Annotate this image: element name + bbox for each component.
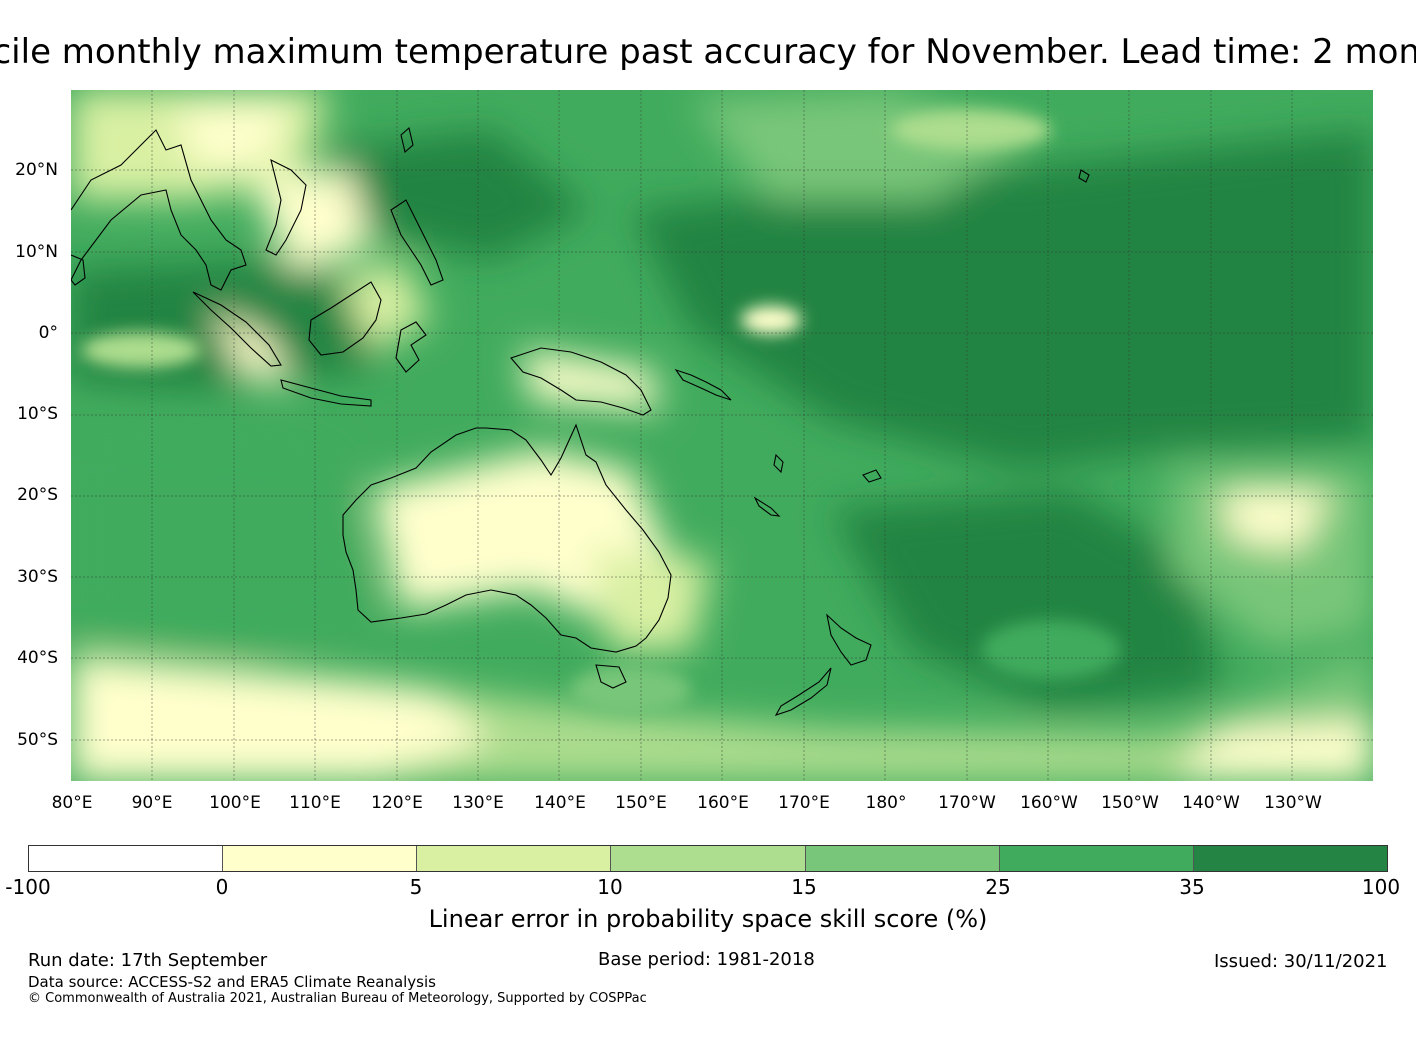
lon-label-110e: 110°E: [289, 793, 341, 813]
lon-label-130e: 130°E: [452, 793, 504, 813]
lon-label-130w: 130°W: [1264, 793, 1322, 813]
base-period: Base period: 1981-2018: [598, 949, 815, 970]
skill-details: [81, 110, 1121, 715]
colorbar-segment: [223, 846, 418, 871]
colorbar-tick: -100: [5, 875, 51, 899]
indochina-coastline: [265, 158, 307, 256]
colorbar-segment: [1193, 846, 1387, 871]
colorbar-tick: 15: [791, 875, 817, 899]
colorbar-tick: 0: [215, 875, 229, 899]
lat-label-20n: 20°N: [15, 160, 58, 180]
colorbar-segment: [805, 846, 1000, 871]
lat-label-10n: 10°N: [15, 242, 58, 262]
colorbar-tick: 25: [985, 875, 1011, 899]
lat-label-50s: 50°S: [17, 730, 58, 750]
lon-label-150e: 150°E: [615, 793, 667, 813]
sumatra-coastline: [192, 291, 282, 367]
lat-label-30s: 30°S: [17, 567, 58, 587]
coastlines: [71, 126, 1090, 716]
skill-score-map: [71, 90, 1373, 781]
lon-label-100e: 100°E: [209, 793, 261, 813]
graticule: [71, 90, 1373, 781]
colorbar-tick: 100: [1361, 875, 1401, 899]
fiji-coastline: [862, 469, 882, 483]
colorbar-segment: [29, 846, 224, 871]
colorbar-legend: [28, 845, 1388, 872]
sulawesi-coastline: [395, 321, 427, 373]
colorbar-tick: 5: [409, 875, 423, 899]
lat-label-20s: 20°S: [17, 485, 58, 505]
solomon-islands-coastline: [674, 368, 732, 401]
mainland-asia-coastline: [71, 129, 247, 291]
lon-label-170w: 170°W: [938, 793, 996, 813]
australia-coastline: [342, 423, 672, 653]
lon-label-90e: 90°E: [131, 793, 173, 813]
lon-label-120e: 120°E: [371, 793, 423, 813]
lon-label-180: 180°: [865, 793, 907, 813]
new-zealand-north-coastline: [826, 613, 872, 666]
lon-label-160e: 160°E: [697, 793, 749, 813]
colorbar-segment: [999, 846, 1194, 871]
java-coastline: [280, 379, 372, 407]
run-date: Run date: 17th September: [28, 950, 268, 971]
lon-label-140e: 140°E: [534, 793, 586, 813]
colorbar-tick: 10: [597, 875, 623, 899]
lon-label-150w: 150°W: [1101, 793, 1159, 813]
lon-label-140w: 140°W: [1182, 793, 1240, 813]
data-source: Data source: ACCESS-S2 and ERA5 Climate …: [28, 973, 436, 991]
colorbar-segment: [611, 846, 806, 871]
colorbar-segment: [417, 846, 612, 871]
new-zealand-south-coastline: [774, 667, 832, 716]
colorbar-label: Linear error in probability space skill …: [428, 905, 988, 933]
issued-date: Issued: 30/11/2021: [1214, 951, 1388, 972]
taiwan-coastline: [400, 126, 414, 154]
colorbar-tick: 35: [1179, 875, 1205, 899]
tasmania-coastline: [595, 664, 627, 689]
lat-label-10s: 10°S: [17, 404, 58, 424]
lon-label-160w: 160°W: [1020, 793, 1078, 813]
hawaii-coastline: [1078, 169, 1090, 183]
philippines-coastline: [390, 199, 444, 286]
lat-label-40s: 40°S: [17, 648, 58, 668]
new-caledonia-coastline: [753, 496, 781, 517]
new-guinea-coastline: [510, 347, 652, 416]
borneo-coastline: [308, 281, 382, 356]
lon-label-170e: 170°E: [778, 793, 830, 813]
sri-lanka-coastline: [71, 254, 86, 286]
vanuatu-coastline: [773, 453, 784, 474]
skill-regions: [71, 90, 1373, 781]
lat-label-equator: 0°: [38, 323, 58, 343]
map-title: Tercile monthly maximum temperature past…: [0, 32, 1416, 72]
copyright-notice: © Commonwealth of Australia 2021, Austra…: [28, 991, 647, 1006]
lon-label-80e: 80°E: [51, 793, 93, 813]
